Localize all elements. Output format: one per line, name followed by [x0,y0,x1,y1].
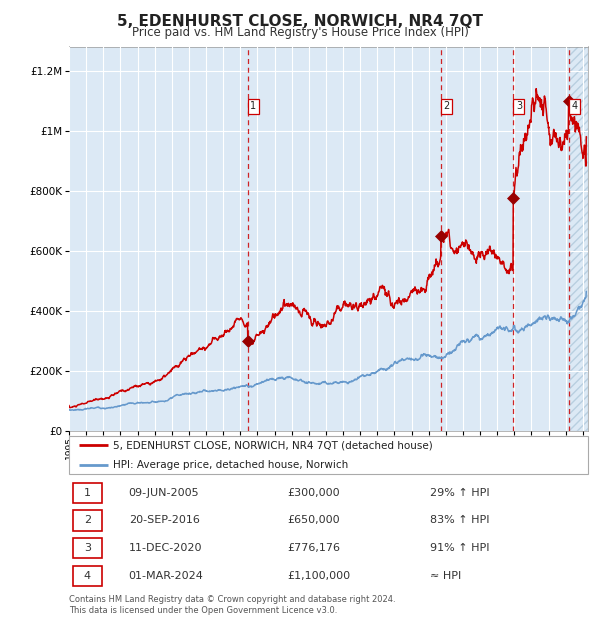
FancyBboxPatch shape [73,538,101,559]
Text: 1: 1 [250,101,257,111]
Text: 5, EDENHURST CLOSE, NORWICH, NR4 7QT: 5, EDENHURST CLOSE, NORWICH, NR4 7QT [117,14,483,29]
Text: 3: 3 [516,101,522,111]
Text: Price paid vs. HM Land Registry's House Price Index (HPI): Price paid vs. HM Land Registry's House … [131,26,469,39]
Text: 83% ↑ HPI: 83% ↑ HPI [430,515,489,526]
Text: 11-DEC-2020: 11-DEC-2020 [128,543,202,554]
FancyBboxPatch shape [73,566,101,587]
FancyBboxPatch shape [73,482,101,503]
Text: Contains HM Land Registry data © Crown copyright and database right 2024.
This d: Contains HM Land Registry data © Crown c… [69,595,395,614]
Text: 20-SEP-2016: 20-SEP-2016 [128,515,200,526]
Text: 5, EDENHURST CLOSE, NORWICH, NR4 7QT (detached house): 5, EDENHURST CLOSE, NORWICH, NR4 7QT (de… [113,440,433,451]
Text: 2: 2 [84,515,91,526]
FancyBboxPatch shape [73,510,101,531]
Text: 4: 4 [84,571,91,582]
Text: 09-JUN-2005: 09-JUN-2005 [128,487,199,498]
Text: 3: 3 [84,543,91,554]
Text: 1: 1 [84,487,91,498]
Text: HPI: Average price, detached house, Norwich: HPI: Average price, detached house, Norw… [113,459,349,470]
FancyBboxPatch shape [69,436,588,474]
Text: £650,000: £650,000 [287,515,340,526]
Text: 91% ↑ HPI: 91% ↑ HPI [430,543,489,554]
Text: 2: 2 [443,101,450,111]
Text: ≈ HPI: ≈ HPI [430,571,461,582]
Text: £1,100,000: £1,100,000 [287,571,350,582]
Text: 01-MAR-2024: 01-MAR-2024 [128,571,203,582]
Text: 4: 4 [571,101,577,111]
Text: 29% ↑ HPI: 29% ↑ HPI [430,487,490,498]
Text: £300,000: £300,000 [287,487,340,498]
Text: £776,176: £776,176 [287,543,340,554]
